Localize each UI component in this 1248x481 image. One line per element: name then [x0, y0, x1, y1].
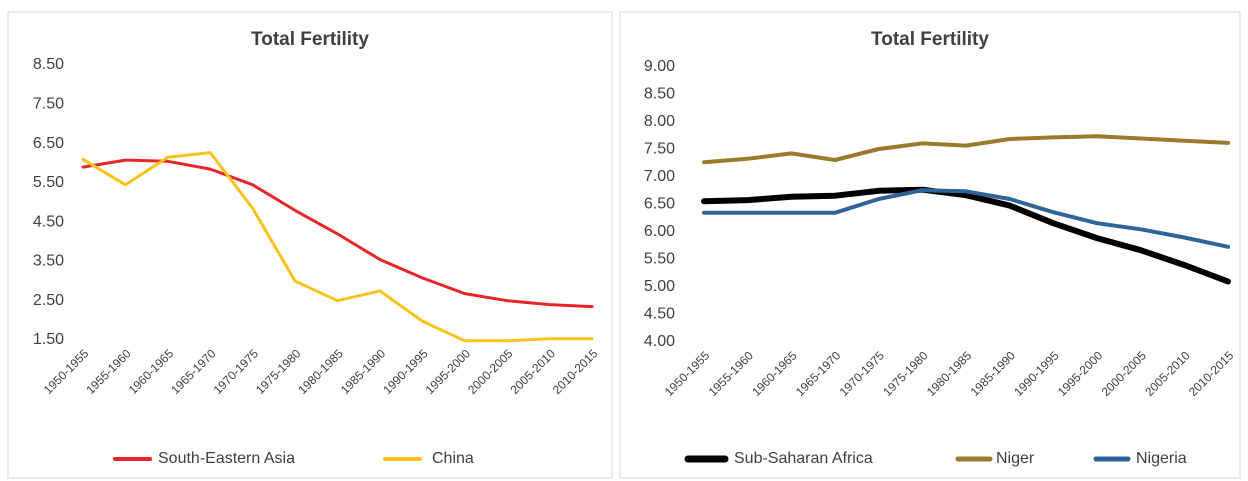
y-tick-label: 8.50 — [33, 56, 64, 73]
legend-label: Nigeria — [1136, 450, 1187, 467]
y-tick-label: 8.50 — [644, 86, 675, 103]
series-line — [702, 188, 1230, 249]
y-tick-label: 7.00 — [644, 168, 675, 185]
y-tick-label: 1.50 — [33, 331, 64, 348]
y-tick-label: 7.50 — [33, 96, 64, 113]
chart-title: Total Fertility — [251, 29, 369, 50]
y-tick-label: 7.50 — [644, 141, 675, 158]
right-panel — [619, 11, 1241, 479]
chart-title: Total Fertility — [871, 29, 989, 50]
y-tick-label: 4.50 — [33, 213, 64, 230]
y-tick-label: 5.50 — [33, 174, 64, 191]
y-tick-label: 6.50 — [33, 135, 64, 152]
legend-label: China — [432, 450, 474, 467]
y-tick-label: 6.50 — [644, 196, 675, 213]
y-tick-label: 5.00 — [644, 278, 675, 295]
y-tick-label: 3.50 — [33, 253, 64, 270]
left-panel — [7, 11, 613, 479]
series-line — [81, 151, 594, 343]
y-tick-label: 4.50 — [644, 306, 675, 323]
series-line — [701, 186, 1231, 285]
y-tick-label: 8.00 — [644, 113, 675, 130]
y-tick-label: 5.50 — [644, 251, 675, 268]
y-tick-label: 9.00 — [644, 58, 675, 75]
series-line — [81, 158, 594, 309]
y-tick-label: 4.00 — [644, 333, 675, 350]
series-line — [702, 134, 1230, 165]
legend-label: South-Eastern Asia — [158, 450, 295, 467]
legend-label: Niger — [996, 450, 1035, 467]
legend-label: Sub-Saharan Africa — [734, 450, 873, 467]
y-tick-label: 2.50 — [33, 292, 64, 309]
y-tick-label: 6.00 — [644, 223, 675, 240]
